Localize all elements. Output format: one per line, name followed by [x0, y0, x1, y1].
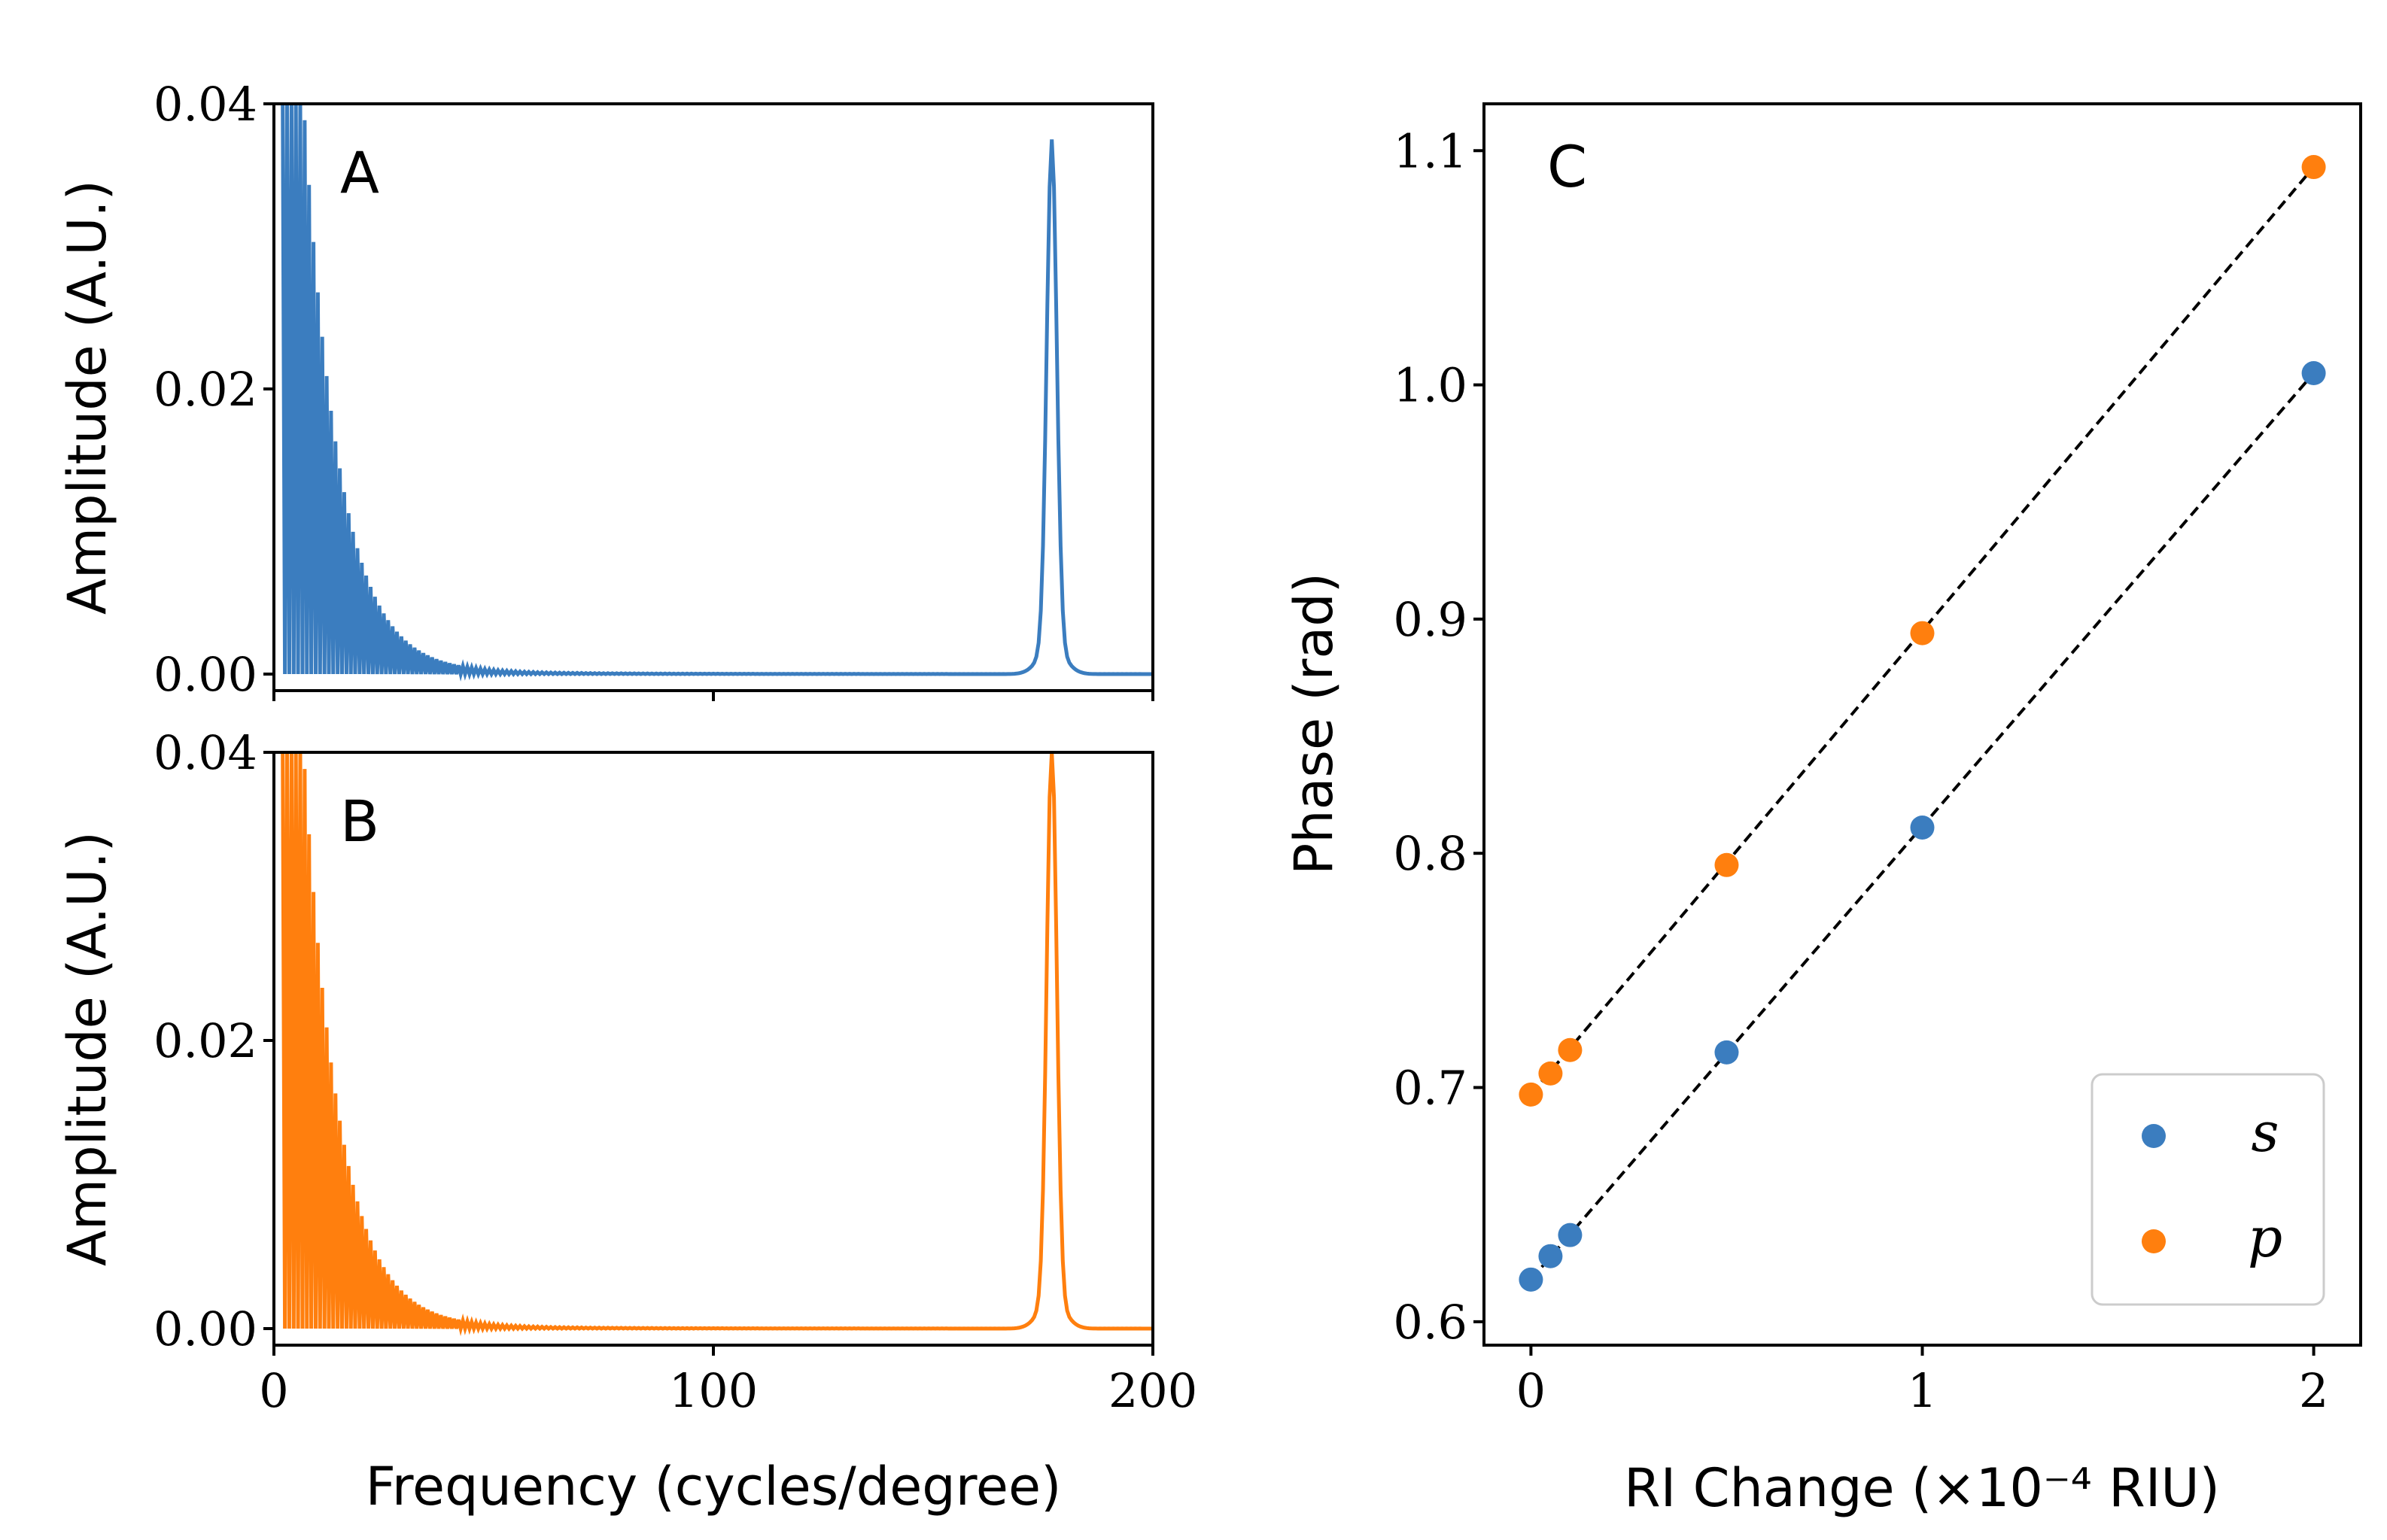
c-ytick-label: 1.1 — [1393, 123, 1467, 178]
panel-a-yticks: 0.00 0.02 0.04 — [154, 77, 274, 702]
panel-c: 0.6 0.7 0.8 0.9 1.0 1.1 0 1 2 C Phase (rad) RI … — [1283, 102, 2362, 1519]
point-s — [1714, 1040, 1739, 1065]
panel-c-xticks: 0 1 2 — [1516, 1345, 2328, 1418]
b-ytick-label: 0.00 — [154, 1302, 257, 1356]
point-p — [1910, 621, 1935, 645]
c-xtick-label: 2 — [2299, 1363, 2328, 1418]
point-p — [1558, 1037, 1583, 1062]
panel-c-legend: s p — [2091, 1073, 2325, 1306]
panel-a-frame — [272, 102, 1154, 692]
panel-a-xticks — [272, 691, 1154, 701]
c-ytick-label: 0.9 — [1393, 592, 1467, 647]
panel-b: 0.000.020.04 0 100 200 B Amplitude (A.U.) … — [56, 725, 1197, 1517]
legend-s-label: s — [2252, 1101, 2279, 1164]
panel-b-label: B — [340, 788, 379, 855]
panel-a-ylabel: Amplitude (A.U.) — [56, 180, 118, 615]
point-p — [1714, 852, 1739, 877]
legend-p-label: p — [2248, 1206, 2282, 1269]
b-xtick-label: 100 — [669, 1363, 758, 1418]
point-p — [1538, 1061, 1563, 1086]
panel-b-xticks: 0 100 200 — [259, 1345, 1197, 1418]
panel-b-xlabel: Frequency (cycles/degree) — [366, 1456, 1062, 1517]
a-ytick-label: 0.00 — [154, 647, 257, 702]
c-xtick-label: 1 — [1908, 1363, 1937, 1418]
panel-c-ylabel: Phase (rad) — [1283, 573, 1345, 875]
panel-a-label: A — [340, 139, 379, 206]
c-ytick-label: 0.7 — [1393, 1061, 1467, 1116]
point-s — [1910, 815, 1935, 840]
c-ytick-label: 0.6 — [1393, 1295, 1467, 1350]
legend-box — [2091, 1073, 2325, 1306]
panel-b-ylabel: Amplitude (A.U.) — [56, 831, 118, 1266]
panel-c-xlabel: RI Change (×10⁻⁴ RIU) — [1624, 1457, 2220, 1519]
panel-a-plot — [281, 104, 1153, 682]
panel-b-plot — [281, 752, 1153, 1336]
a-ytick-label: 0.04 — [154, 77, 257, 132]
panel-a: 0.00 0.02 0.04 A Amplitude (A.U.) — [56, 77, 1154, 702]
c-xtick-label: 0 — [1516, 1363, 1546, 1418]
panel-c-yticks: 0.6 0.7 0.8 0.9 1.0 1.1 — [1393, 123, 1484, 1350]
b-xtick-label: 0 — [259, 1363, 288, 1418]
panel-b-frame — [272, 751, 1154, 1347]
a-ytick-label: 0.02 — [154, 362, 257, 417]
point-s — [2301, 361, 2326, 386]
a-spectrum-line — [281, 104, 1153, 682]
point-p — [1519, 1082, 1543, 1107]
panel-c-label: C — [1547, 133, 1587, 200]
point-s — [1519, 1267, 1543, 1292]
point-s — [1538, 1244, 1563, 1268]
point-p — [2301, 155, 2326, 180]
b-ytick-label: 0.02 — [154, 1013, 257, 1068]
legend-s-marker — [2142, 1124, 2166, 1148]
point-s — [1558, 1223, 1583, 1247]
panel-b-yticks: 0.00 0.02 0.04 — [154, 725, 274, 1356]
b-xtick-label: 200 — [1108, 1363, 1197, 1418]
c-ytick-label: 1.0 — [1393, 358, 1467, 413]
legend-p-marker — [2142, 1229, 2166, 1253]
b-spectrum-line — [281, 752, 1153, 1336]
b-ytick-label: 0.04 — [154, 725, 257, 780]
c-ytick-label: 0.8 — [1393, 826, 1467, 881]
panel-c-plot — [1519, 155, 2326, 1292]
fit-line-p — [1529, 166, 2316, 1096]
